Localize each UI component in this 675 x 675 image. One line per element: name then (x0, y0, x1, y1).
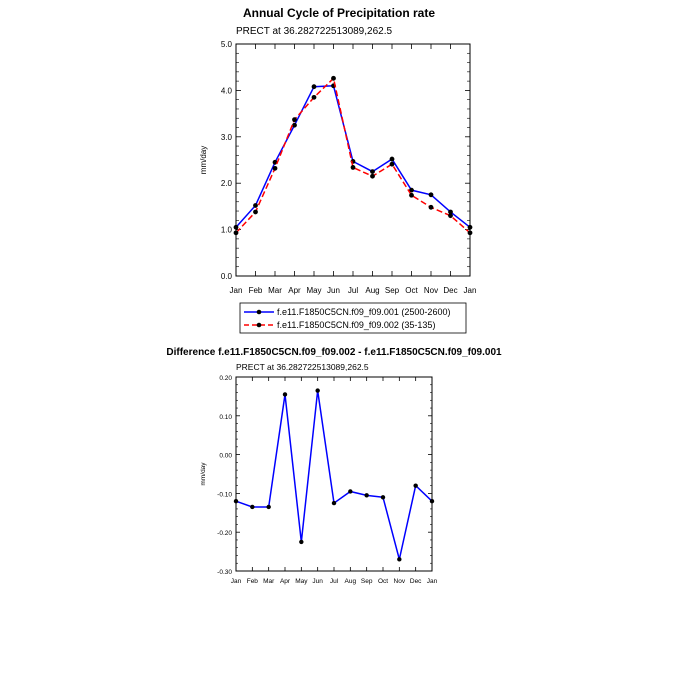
chart1-title: Annual Cycle of Precipitation rate (243, 6, 435, 20)
chart1-ytick-label: 2.0 (221, 179, 233, 188)
chart2-ylabel: mm/day (200, 462, 207, 486)
chart2-series-1-point (348, 489, 353, 494)
chart1-series-1-line (235, 84, 471, 228)
chart1-ytick-label: 3.0 (221, 133, 233, 142)
chart2-ytick-label: 0.10 (219, 414, 232, 421)
chart2-ytick-label: -0.10 (217, 491, 232, 498)
chart1-xtick-label: Feb (249, 286, 263, 295)
chart2-series-1-point (413, 483, 418, 488)
chart1-series-1-point (253, 203, 258, 208)
chart1-series-2-point (331, 75, 336, 81)
chart1-series-1-point (428, 192, 434, 198)
chart2-title: Difference f.e11.F1850C5CN.f09_f09.002 -… (166, 347, 502, 358)
chart2-series-1-point (397, 557, 402, 562)
chart1-series-2-point (253, 209, 258, 215)
chart2-series-1-point (282, 392, 288, 397)
chart1-series-2-point (389, 161, 395, 167)
chart2-xtick-label: Jun (312, 578, 323, 585)
chart2-xtick-label: Nov (394, 578, 406, 585)
chart2-axes: -0.30 -0.20 -0.10 0.00 0.10 0.20 Jan Feb Mar Apr M… (217, 375, 437, 585)
chart1-axes: 0.0 1.0 2.0 3.0 4.0 5.0 Jan Feb Mar Apr May Jun Jul A… (221, 40, 477, 295)
chart1-frame (235, 43, 471, 277)
chart1-series-1-point (292, 122, 297, 128)
chart1-xtick-label: Nov (424, 286, 438, 295)
chart1-ytick-label: 1.0 (221, 226, 233, 235)
chart2-xtick-label: Jan (427, 578, 438, 585)
annual-cycle-chart: Annual Cycle of Precipitation rate PRECT… (199, 6, 477, 334)
chart1-xtick-label: Jan (464, 286, 477, 295)
chart2-xtick-label: Jan (231, 578, 242, 585)
legend-label-series-1: f.e11.F1850C5CN.f09_f09.001 (2500-2600) (277, 307, 450, 317)
chart2-xtick-label: Jul (330, 578, 339, 585)
chart2-ytick-label: 0.00 (219, 453, 232, 460)
chart2-series-1-point (299, 539, 304, 545)
legend-label-series-2: f.e11.F1850C5CN.f09_f09.002 (35-135) (277, 320, 435, 330)
chart1-series-2-point (292, 117, 297, 123)
chart1-series-2-point (428, 204, 434, 210)
chart1-ytick-label: 4.0 (221, 86, 233, 95)
chart1-series-1-point (448, 209, 453, 215)
chart1-ytick-label: 0.0 (221, 272, 233, 281)
chart1-xtick-label: Aug (365, 286, 379, 295)
chart1-xtick-label: Jul (348, 286, 358, 295)
chart1-xtick-label: Oct (405, 286, 418, 295)
chart2-ytick-label: -0.30 (217, 569, 232, 576)
chart1-xtick-label: Jan (230, 286, 243, 295)
legend-box (239, 302, 467, 334)
chart1-series-2-point (409, 192, 414, 198)
chart2-xtick-label: Mar (263, 578, 275, 585)
chart2-series-1-point (380, 495, 386, 500)
chart1-series-2-point (311, 94, 317, 100)
chart1-series-1-point (389, 156, 395, 162)
chart2-xtick-label: Oct (378, 578, 388, 585)
chart2-ytick-label: -0.20 (217, 530, 232, 537)
chart2-series-1-point (250, 504, 255, 510)
chart1-series-2-point (272, 165, 278, 171)
chart1-xtick-label: Jun (327, 286, 340, 295)
chart1-subtitle: PRECT at 36.282722513089,262.5 (236, 26, 392, 37)
chart1-series-1-point (409, 187, 414, 193)
chart2-xtick-label: Aug (345, 578, 357, 585)
chart1-series-2-point (370, 173, 375, 179)
chart1-series-1-point (311, 84, 317, 90)
chart2-series (233, 388, 435, 562)
chart1-series-2-line (235, 76, 471, 234)
chart1-xtick-label: Dec (443, 286, 457, 295)
chart1-ylabel: mm/day (199, 146, 208, 174)
chart2-xtick-label: Apr (280, 578, 291, 585)
chart2-series-1-point (315, 388, 320, 393)
chart2-xtick-label: Sep (361, 578, 373, 585)
chart1-xtick-label: Sep (385, 286, 400, 295)
chart2-series-1-point (364, 493, 369, 498)
chart2-xtick-label: Dec (410, 578, 422, 585)
chart2-subtitle: PRECT at 36.282722513089,262.5 (236, 362, 369, 372)
chart1-xtick-label: May (306, 286, 321, 295)
chart2-xtick-label: Feb (247, 578, 259, 585)
chart2-series-1-line (235, 390, 433, 560)
chart1-legend: f.e11.F1850C5CN.f09_f09.001 (2500-2600) … (239, 302, 467, 334)
chart2-xtick-label: May (295, 578, 308, 585)
chart2-ytick-label: 0.20 (219, 375, 232, 382)
chart1-ytick-label: 5.0 (221, 40, 233, 49)
chart1-series-2-point (350, 165, 356, 170)
chart1-series (233, 75, 473, 236)
chart1-series-2-point (448, 213, 453, 219)
chart2-series-1-point (266, 504, 271, 510)
chart2-frame (235, 376, 433, 572)
chart1-xtick-label: Apr (288, 286, 301, 295)
legend-marker-series-2 (256, 322, 262, 328)
chart2-series-1-point (331, 500, 337, 506)
chart1-xtick-label: Mar (268, 286, 282, 295)
difference-chart: Difference f.e11.F1850C5CN.f09_f09.002 -… (166, 347, 502, 585)
legend-marker-series-1 (256, 309, 262, 315)
chart1-series-1-point (370, 169, 375, 175)
